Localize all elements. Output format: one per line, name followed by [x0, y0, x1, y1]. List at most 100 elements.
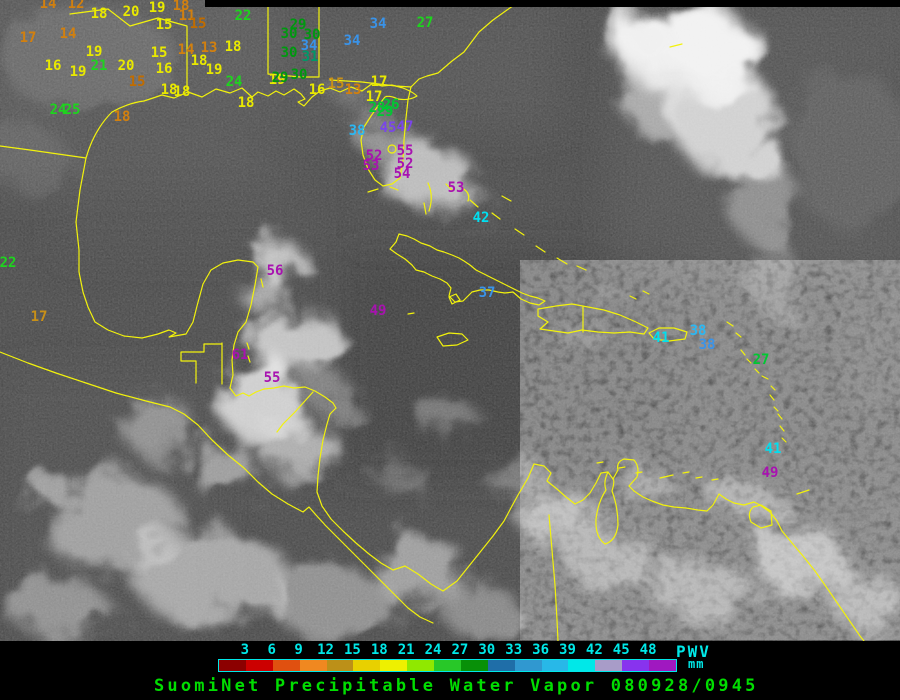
station-pwv-value: 28	[368, 100, 386, 116]
station-pwv-value: 24	[49, 102, 67, 118]
station-pwv-value: 18	[90, 6, 108, 22]
station-pwv-value: 20	[117, 58, 135, 74]
station-pwv-value: 55	[396, 143, 414, 159]
station-pwv-value: 30	[280, 45, 298, 61]
station-pwv-value: 41	[652, 330, 670, 346]
station-pwv-value: 42	[472, 210, 490, 226]
abc-and-margarita-islands	[596, 461, 719, 481]
colorbar-tick-label: 45	[612, 642, 630, 658]
station-pwv-value: 15	[189, 16, 207, 32]
station-pwv-value: 17	[30, 309, 48, 325]
station-pwv-value: 15	[150, 45, 168, 61]
colorbar-tick-label: 9	[294, 642, 303, 658]
station-pwv-value: 38	[348, 123, 366, 139]
station-pwv-value: 17	[19, 30, 37, 46]
station-pwv-value: 20	[122, 4, 140, 20]
lesser-antilles-arc	[726, 321, 787, 443]
colorbar-tick-label: 18	[370, 642, 388, 658]
paraguana-peninsula	[612, 458, 639, 492]
lake-maracaibo	[595, 471, 619, 545]
small-atlantic-island	[669, 43, 683, 48]
station-pwv-value: 34	[343, 33, 361, 49]
station-pwv-value: 14	[39, 0, 57, 12]
isle-of-youth	[448, 293, 461, 305]
colorbar-tick-label: 42	[585, 642, 603, 658]
puerto-rico-coast	[648, 327, 688, 342]
station-pwv-value: 29	[289, 17, 307, 33]
trinidad-coast	[748, 489, 810, 529]
station-pwv-value: 61	[231, 347, 249, 363]
station-pwv-value: 18	[172, 0, 190, 14]
station-pwv-value: 21	[90, 58, 108, 74]
colombia-venezuela-border	[548, 514, 559, 641]
us-gulf-atlantic-coast	[0, 0, 522, 187]
top-black-strip	[205, 0, 900, 7]
station-pwv-value: 52	[365, 148, 383, 164]
colorbar-tick-label: 36	[532, 642, 550, 658]
bahamas-islands	[423, 182, 650, 300]
south-america-coast	[520, 463, 614, 505]
cayman-island	[407, 312, 415, 315]
pacific-coast	[0, 351, 434, 624]
station-pwv-value: 38	[689, 323, 707, 339]
station-pwv-value: 19	[268, 72, 286, 88]
station-pwv-value: 16	[44, 58, 62, 74]
colorbar-tick-label: 30	[478, 642, 496, 658]
lake-okeechobee	[387, 144, 397, 154]
station-pwv-value: 18	[113, 109, 131, 125]
station-pwv-value: 52	[396, 156, 414, 172]
central-america-caribbean-coast	[229, 385, 522, 592]
cuba-coast	[389, 233, 546, 306]
station-pwv-value: 26	[382, 97, 400, 113]
colorbar-tick-row: 3 6 9 12 15 18 21 24 27 30 33 36 39 42 45 48	[218, 642, 675, 658]
colorbar-tick-label: 39	[559, 642, 576, 658]
station-pwv-value: 16	[308, 82, 326, 98]
colorbar-tick-label: 27	[451, 642, 469, 658]
station-pwv-value: 17	[370, 74, 388, 90]
central-america-borders	[180, 342, 314, 433]
station-pwv-value: 49	[761, 465, 779, 481]
jamaica-coast	[436, 332, 469, 347]
station-pwv-value: 27	[752, 352, 770, 368]
colorbar-segment	[407, 660, 434, 671]
colorbar-tick-label: 48	[639, 642, 657, 658]
station-pwv-value: 45	[379, 120, 397, 136]
colorbar-segment	[595, 660, 623, 671]
station-pwv-value: 15	[327, 76, 345, 92]
station-pwv-value: 19	[85, 44, 103, 60]
station-pwv-value: 38	[698, 337, 716, 353]
station-pwv-value: 18	[173, 84, 191, 100]
legend-panel: 3 6 9 12 15 18 21 24 27 30 33 36 39 42 45 48 PWV mm Suo…	[0, 641, 900, 700]
station-pwv-value: 34	[369, 16, 387, 32]
colorbar-tick-label: 33	[505, 642, 523, 658]
pwv-colorbar	[218, 659, 677, 672]
station-pwv-value: 18	[160, 82, 178, 98]
station-pwv-value: 30	[303, 27, 321, 43]
station-pwv-value: 30	[280, 26, 298, 42]
page-title: SuomiNet Precipitable Water Vapor 080928…	[154, 676, 759, 696]
colorbar-tick-label: 12	[317, 642, 334, 658]
station-pwv-value: 55	[263, 370, 281, 386]
station-pwv-value: 29	[376, 104, 394, 120]
colorbar-tick-label: 6	[267, 642, 276, 658]
station-pwv-value: 16	[155, 61, 173, 77]
colorbar-segment	[622, 660, 649, 671]
station-pwv-value: 53	[362, 158, 380, 174]
us-state-borders	[69, 0, 412, 91]
satellite-map-image	[0, 0, 900, 641]
station-pwv-value: 19	[205, 62, 223, 78]
station-pwv-value: 24	[225, 74, 243, 90]
colorbar-tick-label: 3	[240, 642, 250, 658]
station-pwv-value: 15	[155, 17, 173, 33]
station-pwv-value: 19	[69, 64, 87, 80]
station-pwv-value: 37	[478, 285, 496, 301]
colorbar-segment	[326, 660, 354, 671]
station-pwv-value: 25	[63, 102, 81, 118]
colorbar-segment	[487, 660, 515, 671]
station-pwv-value: 12	[67, 0, 85, 12]
colorbar-segment	[649, 660, 676, 671]
station-pwv-value: 54	[393, 166, 411, 182]
colorbar-segment	[434, 660, 461, 671]
venezuela-coast	[633, 490, 761, 512]
